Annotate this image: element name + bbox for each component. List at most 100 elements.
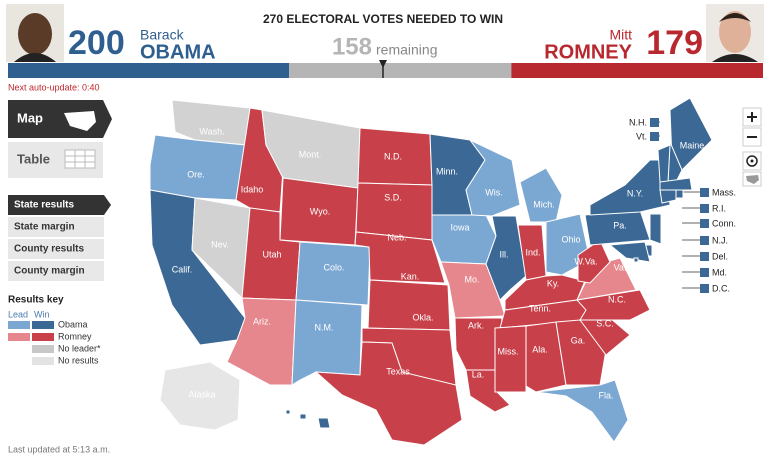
state[interactable] — [675, 189, 684, 199]
view-label[interactable]: Table — [17, 151, 50, 166]
key-label: Obama — [58, 319, 88, 329]
remaining-label: remaining — [376, 42, 437, 58]
state-label: N.M. — [315, 322, 334, 332]
state[interactable] — [649, 213, 662, 245]
state[interactable] — [659, 177, 693, 191]
needed-text: 270 ELECTORAL VOTES NEEDED TO WIN — [263, 12, 503, 26]
state-label: N.C. — [608, 294, 626, 304]
mode-bg[interactable] — [8, 195, 111, 215]
state[interactable] — [535, 379, 629, 443]
state[interactable] — [285, 409, 331, 429]
vote-segment — [289, 63, 512, 78]
state[interactable] — [659, 189, 677, 204]
callout-box — [650, 132, 659, 141]
romney-photo — [706, 4, 764, 62]
callout-box — [700, 268, 709, 277]
state[interactable] — [314, 341, 463, 446]
key-swatch — [32, 345, 54, 353]
locate[interactable] — [742, 151, 762, 171]
state-label: Ky. — [547, 278, 559, 288]
key-column: Lead — [8, 309, 28, 319]
state-label: Utah — [262, 249, 281, 259]
romney-first: Mitt — [609, 27, 632, 43]
mode-bg[interactable] — [8, 261, 104, 281]
obama-last: OBAMA — [140, 41, 216, 63]
callout-box — [700, 284, 709, 293]
table-button[interactable]: Table — [8, 142, 103, 178]
romney-last: ROMNEY — [544, 41, 632, 63]
mode-list: State results State margin County results C… — [8, 195, 111, 281]
zoom-out[interactable] — [742, 127, 762, 147]
view-label[interactable]: Map — [17, 110, 43, 125]
mode-button[interactable]: State margin — [8, 217, 104, 237]
state[interactable] — [657, 144, 671, 183]
key-swatch — [32, 321, 54, 329]
state-label: Ga. — [571, 335, 586, 345]
reset-view[interactable] — [742, 171, 762, 187]
key-label: No results — [58, 355, 99, 365]
vote-segment — [8, 63, 290, 78]
state[interactable] — [633, 257, 639, 263]
state-label: Vt. — [636, 131, 647, 141]
key-swatch — [32, 333, 54, 341]
state-label: Calif. — [172, 264, 193, 274]
mode-button[interactable]: State results — [8, 195, 111, 215]
state-label: Wash. — [199, 126, 224, 136]
us-map: Wash. Ore. Calif. Nev. Idaho Mont. Wyo. Utah Ari… — [149, 97, 736, 446]
state-label: Md. — [712, 267, 727, 277]
mode-label[interactable]: State margin — [14, 222, 75, 233]
state-label: Miss. — [498, 346, 519, 356]
state-label: N.D. — [384, 151, 402, 161]
state-label: Okla. — [412, 312, 433, 322]
key-label: No leader* — [58, 343, 101, 353]
state[interactable] — [576, 289, 651, 321]
mode-button[interactable]: County margin — [8, 261, 104, 281]
mode-label[interactable]: County margin — [14, 266, 85, 277]
state-label: Texas — [386, 366, 410, 376]
key-label: Romney — [58, 331, 92, 341]
state[interactable] — [519, 167, 563, 223]
key-swatch — [8, 333, 30, 341]
state-label: Ala. — [532, 344, 548, 354]
state-label: Pa. — [613, 220, 627, 230]
obama-first: Barack — [140, 27, 185, 43]
state-label: S.D. — [384, 192, 402, 202]
state[interactable] — [367, 279, 451, 331]
state-label: S.C. — [596, 318, 614, 328]
state[interactable] — [159, 361, 241, 431]
state-label: Del. — [712, 251, 728, 261]
mode-label[interactable]: County results — [14, 244, 84, 255]
map-button[interactable]: Map — [8, 100, 112, 138]
callout-box — [700, 204, 709, 213]
mode-button[interactable]: County results — [8, 239, 104, 259]
mode-label[interactable]: State results — [14, 200, 74, 211]
state[interactable] — [525, 321, 567, 393]
state-label: Mass. — [712, 187, 736, 197]
state[interactable] — [465, 139, 521, 217]
mode-bg[interactable] — [8, 239, 104, 259]
state-label: Ill. — [500, 249, 509, 259]
state-label: Ark. — [468, 320, 484, 330]
state[interactable] — [608, 241, 651, 263]
zoom-in[interactable] — [742, 107, 762, 127]
state-label: D.C. — [712, 283, 730, 293]
state-label: Mich. — [533, 199, 555, 209]
state-label: N.Y. — [627, 188, 643, 198]
mode-bg[interactable] — [8, 217, 104, 237]
state-label: R.I. — [712, 203, 726, 213]
callout-box — [650, 118, 659, 127]
state-label: Mont. — [299, 149, 322, 159]
results-key: Obama Romney No leader* No results — [8, 319, 101, 365]
state[interactable] — [149, 134, 246, 201]
callout-box — [700, 236, 709, 245]
state-label: Minn. — [436, 166, 458, 176]
state-label: Alaska — [188, 389, 215, 399]
callout-box — [700, 252, 709, 261]
obama-votes: 200 — [68, 24, 125, 62]
state[interactable] — [494, 325, 527, 393]
state[interactable] — [295, 241, 371, 306]
callout-box — [700, 188, 709, 197]
last-updated: Last updated at 5:13 a.m. — [8, 444, 110, 454]
state-label: Iowa — [450, 222, 469, 232]
